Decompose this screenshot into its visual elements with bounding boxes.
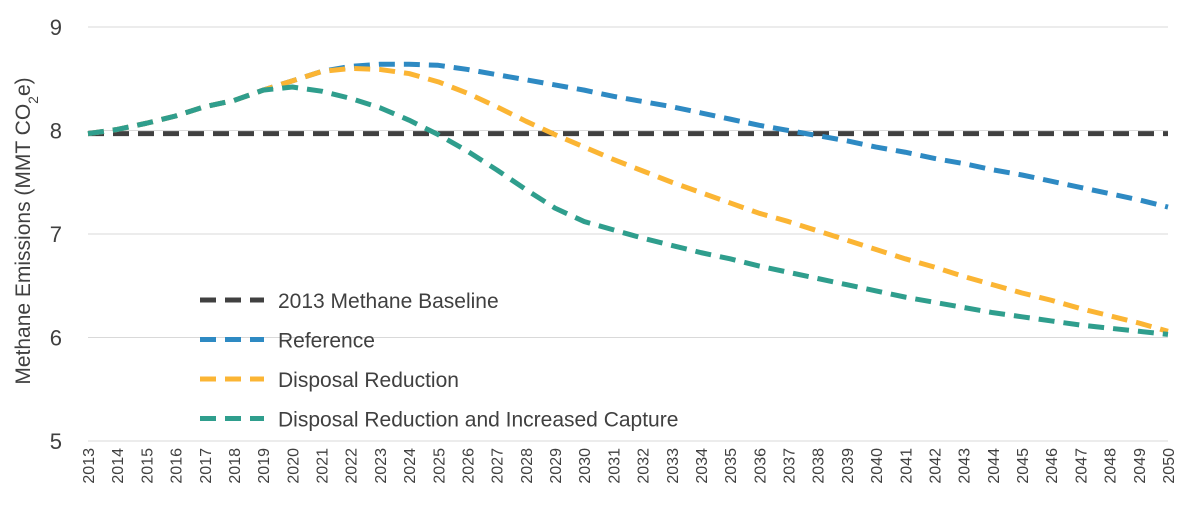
x-tick-label: 2048 [1103, 448, 1120, 484]
x-tick-label: 2025 [431, 448, 448, 484]
x-tick-label: 2047 [1073, 448, 1090, 484]
x-tick-label: 2015 [139, 448, 156, 484]
x-tick-label: 2050 [1161, 448, 1177, 484]
x-tick-labels: 2013 2014 2015 2016 2017 2018 2019 2020 2021 2022… [81, 448, 1177, 484]
legend-label-2: Disposal Reduction [278, 369, 459, 392]
x-tick-label: 2017 [198, 448, 215, 484]
x-tick-label: 2027 [490, 448, 507, 484]
x-tick-label: 2036 [752, 448, 769, 484]
x-tick-label: 2032 [636, 448, 653, 484]
x-tick-label: 2026 [460, 448, 477, 484]
legend-label-0: 2013 Methane Baseline [278, 290, 499, 313]
x-tick-label: 2022 [344, 448, 361, 484]
y-tick-label: 6 [50, 326, 62, 351]
legend-label-3: Disposal Reduction and Increased Capture [278, 409, 678, 432]
x-tick-label: 2046 [1044, 448, 1061, 484]
series-line-3 [87, 84, 1169, 337]
x-tick-label: 2041 [898, 448, 915, 484]
x-tick-label: 2024 [402, 448, 419, 484]
x-tick-label: 2038 [811, 448, 828, 484]
y-tick-label: 9 [50, 15, 62, 40]
x-tick-label: 2034 [694, 448, 711, 484]
x-tick-label: 2049 [1132, 448, 1149, 484]
y-axis-label-main: Methane Emissions (MMT CO [12, 104, 35, 385]
x-tick-label: 2033 [665, 448, 682, 484]
y-tick-label: 8 [50, 119, 62, 144]
y-axis-label-subscript: 2 [25, 96, 41, 104]
series-line-2 [87, 65, 1169, 334]
x-tick-label: 2018 [227, 448, 244, 484]
x-tick-label: 2020 [285, 448, 302, 484]
x-tick-label: 2040 [869, 448, 886, 484]
y-tick-label: 7 [50, 222, 62, 247]
x-tick-label: 2013 [81, 448, 98, 484]
x-tick-label: 2045 [1015, 448, 1032, 484]
x-tick-label: 2019 [256, 448, 273, 484]
y-axis-label-suffix: e) [12, 77, 35, 96]
legend-label-1: Reference [278, 330, 375, 353]
legend: 2013 Methane Baseline Reference Disposal R… [200, 290, 678, 432]
x-tick-label: 2016 [169, 448, 186, 484]
y-tick-labels: 5 6 7 8 9 [50, 15, 62, 454]
x-tick-label: 2037 [782, 448, 799, 484]
x-tick-label: 2043 [957, 448, 974, 484]
x-tick-label: 2023 [373, 448, 390, 484]
x-tick-label: 2031 [606, 448, 623, 484]
x-tick-label: 2021 [315, 448, 332, 484]
series-lines [87, 61, 1169, 337]
y-axis-label: Methane Emissions (MMT CO2e) [12, 77, 41, 384]
x-tick-label: 2039 [840, 448, 857, 484]
x-tick-label: 2044 [986, 448, 1003, 484]
y-tick-label: 5 [50, 429, 62, 454]
x-tick-label: 2030 [577, 448, 594, 484]
x-tick-label: 2028 [519, 448, 536, 484]
x-tick-label: 2029 [548, 448, 565, 484]
x-tick-label: 2042 [927, 448, 944, 484]
x-tick-label: 2035 [723, 448, 740, 484]
x-tick-label: 2014 [110, 448, 127, 484]
